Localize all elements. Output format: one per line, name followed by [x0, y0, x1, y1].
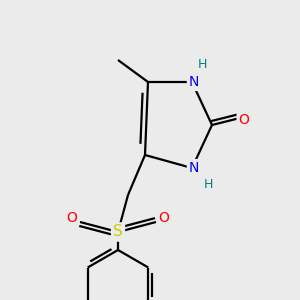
Text: O: O [159, 211, 170, 225]
Text: H: H [203, 178, 213, 190]
Text: H: H [197, 58, 207, 70]
Text: O: O [238, 113, 249, 127]
Text: N: N [189, 161, 199, 175]
Text: S: S [113, 224, 123, 239]
Text: O: O [67, 211, 77, 225]
Text: N: N [189, 75, 199, 89]
